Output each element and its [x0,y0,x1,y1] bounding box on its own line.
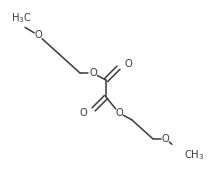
Text: CH$_3$: CH$_3$ [184,149,205,163]
Text: O: O [162,134,169,144]
Text: O: O [115,108,123,118]
Text: O: O [79,108,87,118]
Text: O: O [125,59,133,69]
Text: O: O [35,30,42,41]
Text: H$_3$C: H$_3$C [11,12,31,25]
Text: O: O [89,68,97,78]
